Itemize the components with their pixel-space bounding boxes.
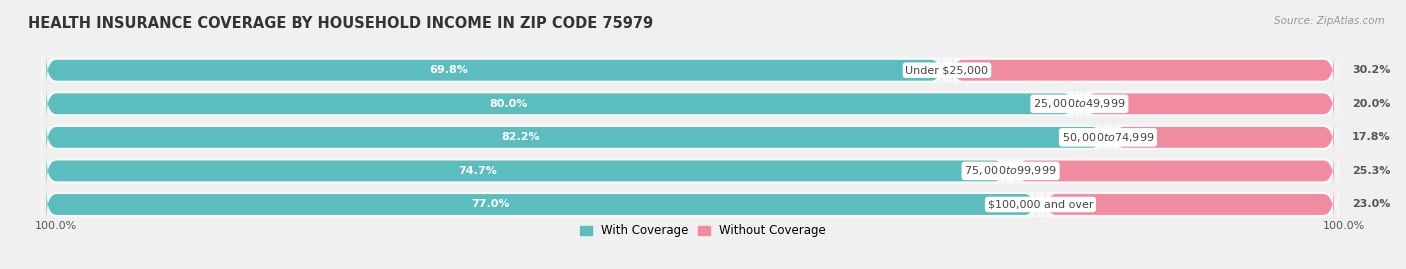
Text: $100,000 and over: $100,000 and over xyxy=(987,200,1094,210)
Text: 69.8%: 69.8% xyxy=(429,65,468,75)
Text: 23.0%: 23.0% xyxy=(1353,200,1391,210)
FancyBboxPatch shape xyxy=(41,177,1339,232)
FancyBboxPatch shape xyxy=(41,43,1339,98)
FancyBboxPatch shape xyxy=(1084,87,1334,120)
Text: 77.0%: 77.0% xyxy=(471,200,510,210)
FancyBboxPatch shape xyxy=(46,154,1005,187)
FancyBboxPatch shape xyxy=(46,87,1074,120)
Text: $75,000 to $99,999: $75,000 to $99,999 xyxy=(965,164,1057,178)
Text: 25.3%: 25.3% xyxy=(1353,166,1391,176)
Text: HEALTH INSURANCE COVERAGE BY HOUSEHOLD INCOME IN ZIP CODE 75979: HEALTH INSURANCE COVERAGE BY HOUSEHOLD I… xyxy=(28,16,654,31)
FancyBboxPatch shape xyxy=(46,54,942,87)
Text: 82.2%: 82.2% xyxy=(502,132,540,142)
FancyBboxPatch shape xyxy=(41,143,1339,199)
Legend: With Coverage, Without Coverage: With Coverage, Without Coverage xyxy=(579,224,827,237)
Text: 30.2%: 30.2% xyxy=(1353,65,1391,75)
FancyBboxPatch shape xyxy=(46,121,1102,154)
Text: 80.0%: 80.0% xyxy=(489,99,527,109)
Text: Under $25,000: Under $25,000 xyxy=(905,65,988,75)
Text: Source: ZipAtlas.com: Source: ZipAtlas.com xyxy=(1274,16,1385,26)
Text: 17.8%: 17.8% xyxy=(1353,132,1391,142)
FancyBboxPatch shape xyxy=(41,110,1339,165)
FancyBboxPatch shape xyxy=(952,54,1334,87)
FancyBboxPatch shape xyxy=(1114,121,1334,154)
FancyBboxPatch shape xyxy=(41,76,1339,131)
Text: 74.7%: 74.7% xyxy=(458,166,496,176)
FancyBboxPatch shape xyxy=(46,188,1035,221)
Text: $50,000 to $74,999: $50,000 to $74,999 xyxy=(1062,131,1154,144)
FancyBboxPatch shape xyxy=(1046,188,1334,221)
Text: 100.0%: 100.0% xyxy=(35,221,77,231)
Text: 20.0%: 20.0% xyxy=(1353,99,1391,109)
FancyBboxPatch shape xyxy=(1015,154,1334,187)
Text: 100.0%: 100.0% xyxy=(1323,221,1365,231)
Text: $25,000 to $49,999: $25,000 to $49,999 xyxy=(1033,97,1126,110)
